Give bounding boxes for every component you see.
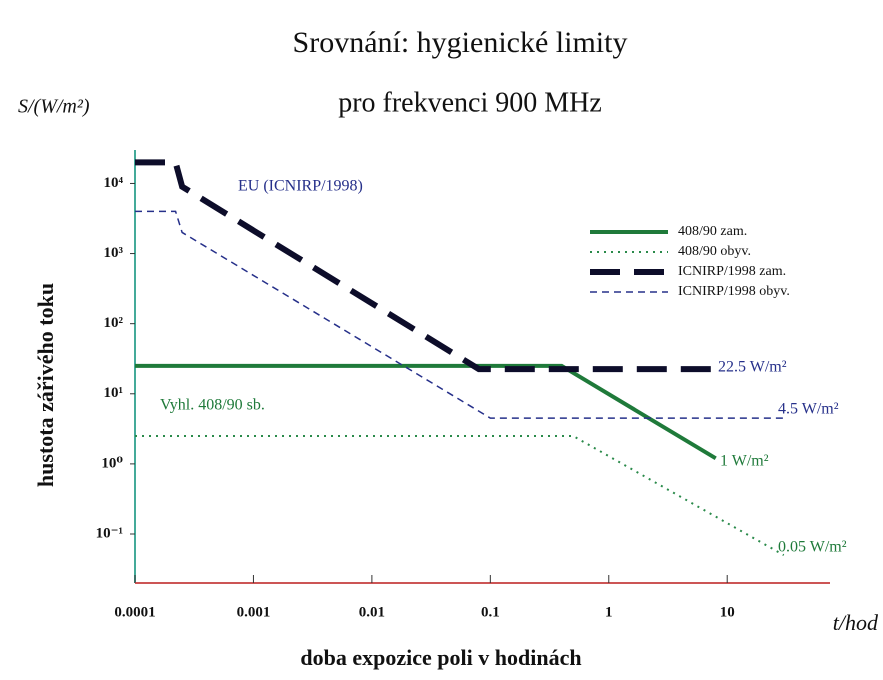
y-tick-label: 10⁻¹ [96,525,123,541]
series-line [135,363,717,461]
x-tick-label: 0.001 [237,604,271,620]
series-line [135,159,716,373]
y-axis-label: hustota zářivého toku [33,283,58,487]
series-line [135,434,785,556]
y-unit-label: S/(W/m²) [18,96,90,118]
legend-label: ICNIRP/1998 zam. [678,264,786,279]
annotation: 1 W/m² [720,453,769,470]
y-tick-label: 10³ [104,245,124,261]
series-line [135,210,784,419]
annotation: EU (ICNIRP/1998) [238,178,363,195]
legend-label: 408/90 obyv. [678,244,751,259]
x-tick-label: 10 [720,604,735,620]
annotation: 0.05 W/m² [778,539,847,556]
y-tick-label: 10⁴ [104,175,124,191]
annotation: 22.5 W/m² [718,359,787,376]
legend-label: 408/90 zam. [678,224,747,239]
chart-title: Srovnání: hygienické limity [293,26,628,59]
x-tick-label: 0.0001 [114,604,155,620]
y-tick-label: 10⁰ [101,455,123,471]
annotation: 4.5 W/m² [778,401,839,418]
x-unit-label: t/hod [833,610,879,635]
annotation: Vyhl. 408/90 sb. [160,397,265,414]
x-tick-label: 0.01 [359,604,385,620]
y-tick-label: 10¹ [104,385,124,401]
y-tick-label: 10² [104,315,124,331]
x-tick-label: 1 [605,604,613,620]
legend-label: ICNIRP/1998 obyv. [678,284,790,299]
x-tick-label: 0.1 [481,604,500,620]
x-axis-label: doba expozice poli v hodinách [300,645,581,670]
chart-subtitle: pro frekvenci 900 MHz [338,87,602,118]
